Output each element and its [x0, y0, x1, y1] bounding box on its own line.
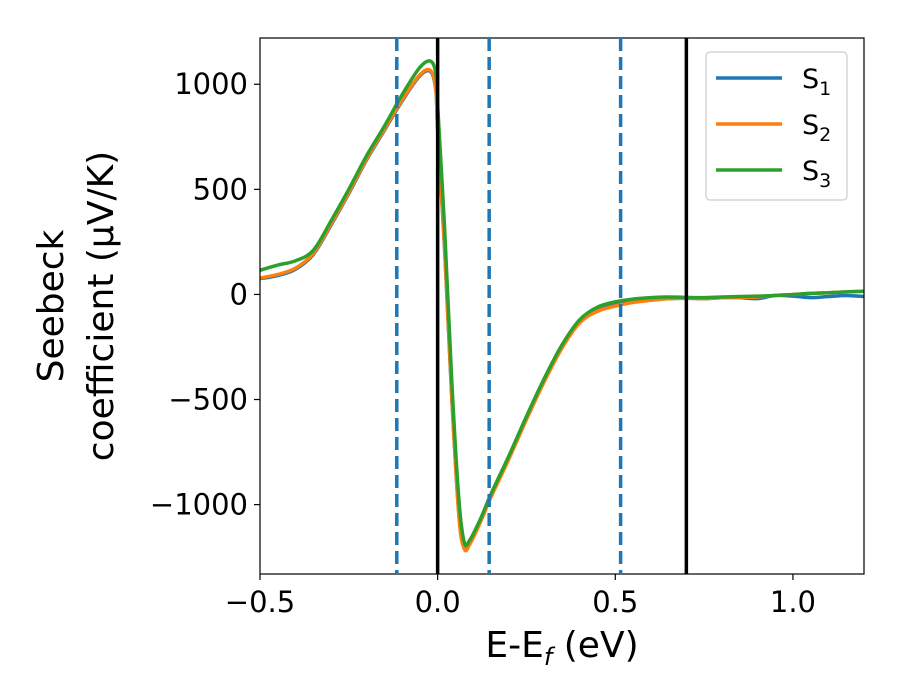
legend: S1 S2 S3: [705, 51, 848, 201]
y-tick-label: 1000: [174, 67, 248, 101]
series-layer: [260, 59, 864, 553]
series-line-s3: [260, 59, 864, 548]
y-tick-label: 500: [193, 172, 248, 206]
y-tick-label: 0: [230, 277, 248, 311]
x-tick-label: 0.0: [415, 585, 461, 619]
x-tick-label: 1.0: [770, 585, 816, 619]
legend-items: S1 S2 S3: [716, 64, 831, 192]
legend-label-s2: S2: [802, 110, 831, 146]
y-axis-label-line2: coefficient (μV/K): [81, 151, 122, 461]
y-tick-label: −1000: [150, 488, 248, 522]
axis-ticks: −0.5 0.0 0.5 1.0 −1000 −500 0 500 1000: [150, 67, 816, 619]
legend-label-s1: S1: [802, 64, 831, 100]
y-axis-label-line1: Seebeck: [31, 229, 72, 382]
x-axis-label: E-Ef (eV): [485, 625, 638, 671]
reference-lines: [395, 38, 689, 574]
y-axis-label: Seebeck coefficient (μV/K): [31, 151, 122, 461]
legend-label-s3: S3: [802, 156, 831, 192]
legend-box: [705, 51, 848, 201]
plot-frame: [259, 37, 865, 575]
x-tick-label: −0.5: [225, 585, 295, 619]
y-tick-label: −500: [168, 383, 248, 417]
x-tick-label: 0.5: [592, 585, 638, 619]
